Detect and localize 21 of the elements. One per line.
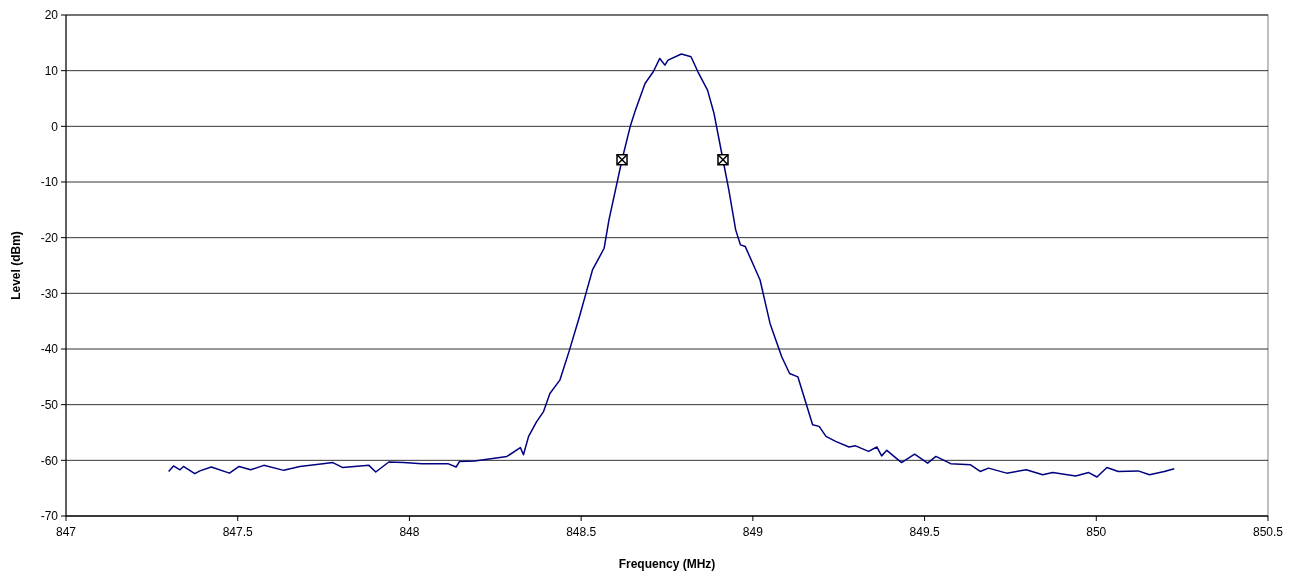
x-tick-label: 850.5 [1252,525,1284,539]
y-tick-label: 20 [44,8,59,23]
x-tick-label: 850 [1086,525,1107,539]
y-tick-label: -30 [40,286,59,301]
y-tick-label: -10 [40,175,59,190]
x-tick-label: 848.5 [566,525,597,539]
x-tick-label: 849.5 [909,525,940,539]
y-tick-label: -40 [40,342,59,357]
x-axis-title: Frequency (MHz) [618,557,716,571]
y-tick-label: -60 [40,453,59,468]
y-axis-title: Level (dBm) [9,231,23,300]
y-tick-label: 10 [44,63,59,78]
y-tick-label: -20 [40,230,59,245]
x-tick-label: 847 [55,525,77,539]
y-tick-label: -70 [40,509,59,524]
x-tick-label: 847.5 [222,525,254,539]
y-tick-label: -50 [40,397,59,412]
line-series [167,53,1175,478]
x-tick-label: 849 [742,525,764,539]
y-tick-label: 0 [51,119,59,134]
x-tick-label: 848 [399,525,420,539]
